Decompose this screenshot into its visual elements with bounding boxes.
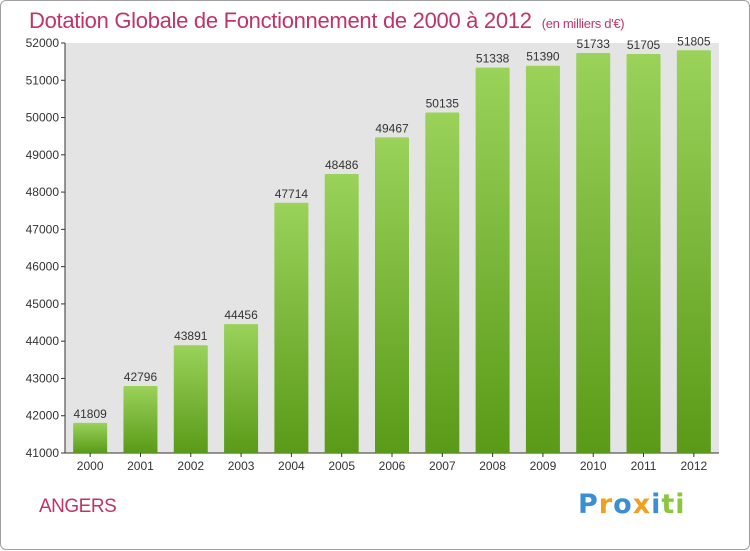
x-tick-label-2000: 2000 bbox=[77, 459, 104, 473]
x-tick-label-2010: 2010 bbox=[580, 459, 607, 473]
x-tick-label-2007: 2007 bbox=[429, 459, 456, 473]
value-label-2009: 51390 bbox=[526, 50, 560, 64]
x-tick-label-2009: 2009 bbox=[530, 459, 557, 473]
chart-title-text: Dotation Globale de Fonctionnement de 20… bbox=[29, 8, 532, 33]
x-tick-label-2012: 2012 bbox=[680, 459, 707, 473]
value-label-2011: 51705 bbox=[627, 38, 661, 52]
x-tick-label-2005: 2005 bbox=[328, 459, 355, 473]
bar-2007 bbox=[425, 112, 460, 453]
value-label-2010: 51733 bbox=[577, 37, 611, 51]
y-tick-label: 48000 bbox=[26, 185, 60, 199]
bar-2012 bbox=[676, 50, 711, 453]
value-label-2008: 51338 bbox=[476, 52, 510, 66]
x-tick-label-2006: 2006 bbox=[379, 459, 406, 473]
bar-2000 bbox=[73, 422, 108, 453]
chart-unit-label: (en milliers d'€) bbox=[541, 16, 625, 31]
x-tick-label-2001: 2001 bbox=[127, 459, 154, 473]
y-tick-label: 44000 bbox=[26, 334, 60, 348]
bar-2002 bbox=[173, 345, 208, 453]
value-label-2002: 43891 bbox=[174, 329, 208, 343]
bar-2008 bbox=[475, 67, 510, 453]
x-tick-label-2008: 2008 bbox=[479, 459, 506, 473]
y-tick-label: 42000 bbox=[26, 409, 60, 423]
y-tick-label: 50000 bbox=[26, 111, 60, 125]
value-label-2006: 49467 bbox=[375, 121, 409, 135]
x-tick-label-2004: 2004 bbox=[278, 459, 305, 473]
bar-2003 bbox=[224, 324, 259, 453]
value-label-2004: 47714 bbox=[275, 187, 309, 201]
chart-title: Dotation Globale de Fonctionnement de 20… bbox=[29, 8, 625, 34]
y-tick-label: 45000 bbox=[26, 297, 60, 311]
y-tick-label: 43000 bbox=[26, 371, 60, 385]
bar-2004 bbox=[274, 202, 309, 453]
bar-2011 bbox=[626, 53, 661, 453]
bar-2005 bbox=[324, 173, 359, 453]
bar-2010 bbox=[576, 52, 611, 454]
value-label-2001: 42796 bbox=[124, 370, 158, 384]
value-label-2012: 51805 bbox=[677, 34, 711, 48]
y-tick-label: 46000 bbox=[26, 260, 60, 274]
x-tick-label-2011: 2011 bbox=[631, 459, 657, 473]
y-tick-label: 41000 bbox=[26, 446, 60, 460]
value-label-2007: 50135 bbox=[426, 97, 460, 111]
proxiti-logo: Proxiti bbox=[578, 489, 686, 520]
value-label-2003: 44456 bbox=[224, 308, 258, 322]
y-tick-label: 51000 bbox=[26, 73, 60, 87]
city-name: ANGERS bbox=[39, 496, 117, 517]
value-label-2000: 41809 bbox=[73, 407, 107, 421]
bar-2001 bbox=[123, 386, 158, 453]
x-tick-label-2002: 2002 bbox=[177, 459, 204, 473]
y-tick-label: 49000 bbox=[26, 148, 60, 162]
y-tick-label: 52000 bbox=[26, 36, 60, 50]
y-tick-label: 47000 bbox=[26, 222, 60, 236]
bar-2006 bbox=[375, 137, 409, 454]
value-label-2005: 48486 bbox=[325, 158, 359, 172]
x-tick-label-2003: 2003 bbox=[228, 459, 255, 473]
bar-2009 bbox=[525, 65, 560, 454]
